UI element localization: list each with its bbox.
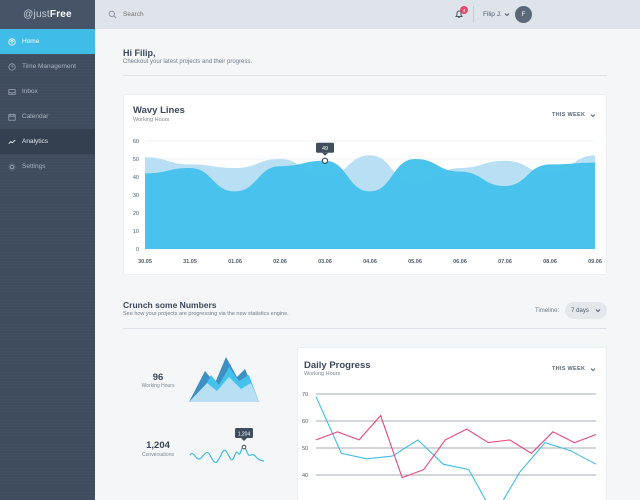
- tooltip-text: 49: [322, 146, 328, 152]
- sidebar-item-settings[interactable]: Settings: [0, 154, 95, 179]
- user-name[interactable]: Filip J.: [483, 11, 502, 18]
- highlight-point: [321, 157, 329, 165]
- bell-icon[interactable]: [454, 9, 464, 19]
- area-series-2: [145, 159, 595, 249]
- stat-value: 1,204: [146, 440, 170, 451]
- sidebar-nav: Home Time Management Inbox Calendar Anal…: [0, 29, 95, 179]
- x-tick-label: 01.06: [228, 259, 242, 265]
- stat-label: Working Hours: [141, 383, 175, 389]
- y-tick-label: 60: [302, 419, 308, 425]
- y-tick-label: 50: [133, 157, 139, 163]
- x-tick-label: 04.06: [363, 259, 377, 265]
- brand-name: Free: [49, 9, 72, 20]
- x-tick-label: 03.06: [318, 259, 332, 265]
- calendar-icon: [8, 113, 16, 121]
- brand-prefix: @just: [23, 9, 50, 20]
- x-tick-label: 08.06: [543, 259, 557, 265]
- wavy-range-select[interactable]: THIS WEEK: [552, 112, 596, 118]
- x-tick-label: 02.06: [273, 259, 287, 265]
- wavy-card-title: Wavy Lines: [133, 105, 185, 116]
- sidebar-item-home[interactable]: Home: [0, 29, 95, 54]
- greeting-title: Hi Filip,: [123, 48, 156, 58]
- sidebar-item-time-management[interactable]: Time Management: [0, 54, 95, 79]
- y-tick-label: 40: [302, 473, 308, 479]
- daily-range-select[interactable]: THIS WEEK: [552, 366, 596, 372]
- search-input[interactable]: [123, 11, 423, 18]
- y-tick-label: 0: [136, 247, 139, 253]
- brand-logo[interactable]: @just Free: [0, 0, 95, 29]
- sidebar-item-label: Calendar: [22, 113, 49, 120]
- sidebar-item-calendar[interactable]: Calendar: [0, 104, 95, 129]
- x-tick-label: 09.06: [588, 259, 602, 265]
- section-subtitle: See how your projects are progressing vi…: [123, 311, 289, 317]
- inbox-icon: [8, 88, 16, 95]
- notification-badge: 4: [460, 6, 468, 14]
- wavy-lines-card: Wavy Lines Working Hours THIS WEEK 0 10 20…: [123, 94, 607, 275]
- x-tick-label: 07.06: [498, 259, 512, 265]
- y-tick-label: 40: [133, 175, 139, 181]
- line-series-2: [315, 414, 597, 479]
- chevron-down-icon: [590, 367, 596, 371]
- chevron-down-icon: [595, 309, 601, 313]
- search-icon: [108, 10, 117, 19]
- analytics-icon: [8, 139, 16, 144]
- conversations-sparkline: 1,204: [189, 428, 265, 463]
- x-tick-label: 30.05: [138, 259, 152, 265]
- stat-label: Conversations: [142, 452, 174, 458]
- divider: [123, 75, 607, 76]
- timeline-label: Timeline:: [535, 308, 560, 314]
- y-tick-label: 20: [133, 211, 139, 217]
- y-tick-label: 30: [133, 193, 139, 199]
- chevron-down-icon: [590, 113, 596, 117]
- daily-progress-card: Daily Progress Working Hours THIS WEEK 3…: [297, 347, 607, 500]
- daily-progress-chart: 3040506070: [302, 392, 597, 500]
- topbar: [95, 0, 640, 29]
- sidebar-item-label: Time Management: [22, 63, 76, 70]
- stat-value: 96: [152, 372, 164, 383]
- section-title: Crunch some Numbers: [123, 300, 217, 310]
- line-series-1: [315, 396, 597, 500]
- sidebar-item-label: Home: [22, 38, 40, 45]
- chevron-down-icon[interactable]: [504, 12, 510, 17]
- y-tick-label: 50: [302, 446, 308, 452]
- sidebar-item-label: Analytics: [22, 138, 49, 145]
- sidebar-item-label: Settings: [22, 163, 46, 170]
- tooltip-box: [316, 142, 334, 153]
- x-tick-label: 05.06: [408, 259, 422, 265]
- topbar-divider: [473, 6, 474, 23]
- mountain-graphic: [189, 357, 259, 402]
- x-tick-label: 31.05: [183, 259, 197, 265]
- daily-card-title: Daily Progress: [304, 360, 371, 371]
- clock-icon: [8, 62, 16, 71]
- divider: [123, 328, 607, 329]
- sidebar: @just Free Home Time Management Inbox Cal…: [0, 0, 95, 500]
- y-tick-label: 60: [133, 139, 139, 145]
- gear-icon: [8, 163, 16, 170]
- wavy-card-subtitle: Working Hours: [133, 117, 170, 123]
- y-tick-label: 10: [133, 229, 139, 235]
- greeting-subtitle: Checkout your latest projects and their …: [123, 59, 253, 65]
- y-tick-label: 70: [302, 392, 308, 398]
- daily-card-subtitle: Working Hours: [304, 371, 341, 377]
- tooltip-arrow: [322, 152, 328, 156]
- sidebar-item-analytics[interactable]: Analytics: [0, 129, 95, 154]
- timeline-value: 7 days: [571, 307, 589, 314]
- sparkline-tooltip-text: 1,204: [238, 432, 251, 438]
- range-label: THIS WEEK: [552, 366, 586, 372]
- avatar[interactable]: F: [515, 6, 532, 23]
- x-tick-label: 06.06: [453, 259, 467, 265]
- wavy-lines-chart: 0 10 20 30 40 50 60 30.05 31.05 01.06 02.06 03.06 04…: [133, 139, 602, 265]
- home-icon: [8, 37, 16, 46]
- sidebar-item-inbox[interactable]: Inbox: [0, 79, 95, 104]
- range-label: THIS WEEK: [552, 112, 586, 118]
- sidebar-item-label: Inbox: [22, 88, 38, 95]
- timeline-select[interactable]: 7 days: [565, 302, 607, 319]
